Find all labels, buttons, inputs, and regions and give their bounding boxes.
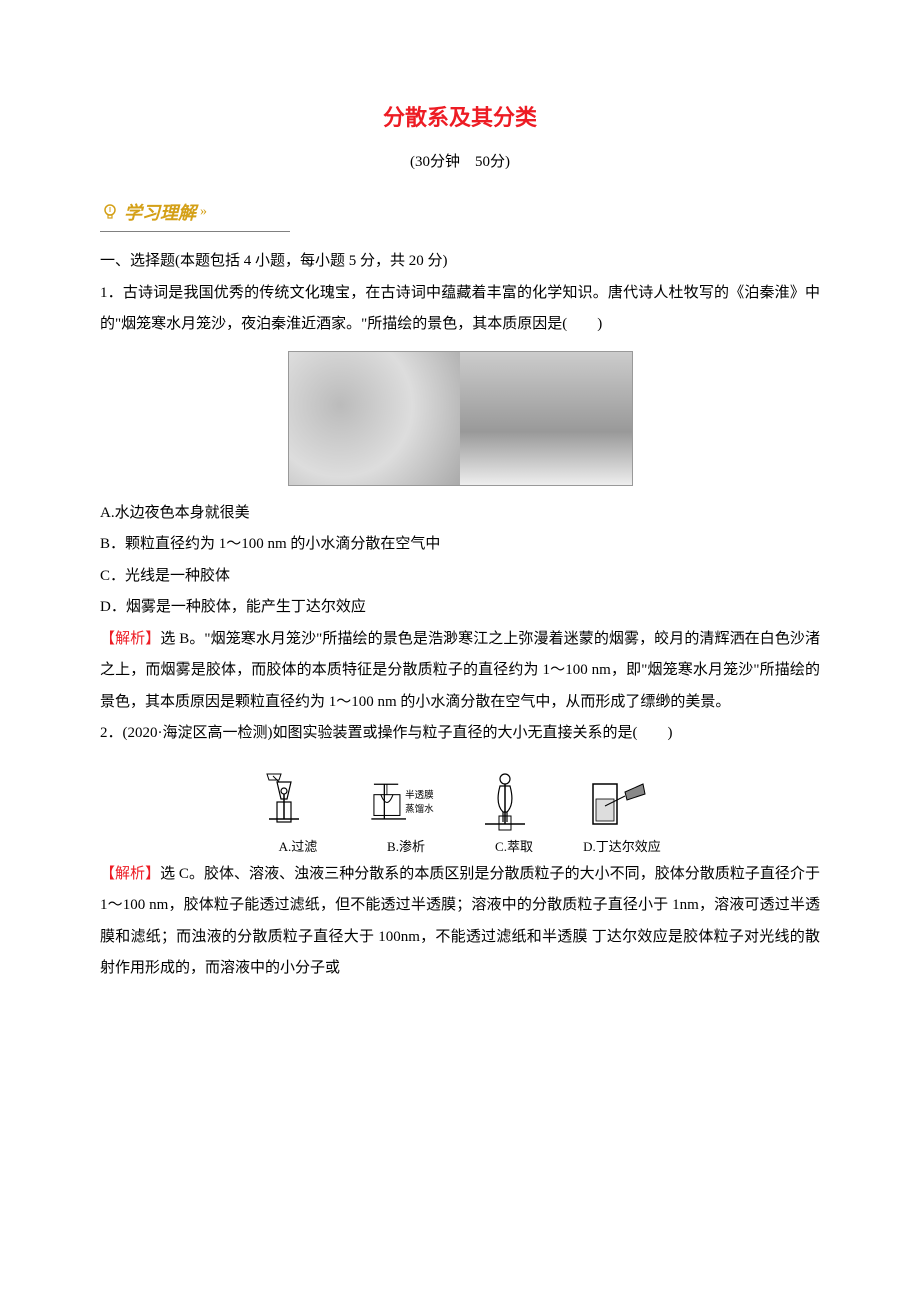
section-badge-arrows: »	[200, 204, 207, 220]
filter-icon	[259, 764, 337, 834]
q2-diagram-c-label: C.萃取	[495, 836, 533, 855]
q1-analysis: 【解析】选 B。"烟笼寒水月笼沙"所描绘的景色是浩渺寒江之上弥漫着迷蒙的烟雾，皎…	[100, 624, 820, 719]
q2-diagram-a: A.过滤	[253, 764, 343, 855]
q1-option-b: B．颗粒直径约为 1～100 nm 的小水滴分散在空气中	[100, 529, 820, 561]
q1-option-c: C．光线是一种胶体	[100, 561, 820, 593]
q2-diagram-d: D.丁达尔效应	[577, 764, 667, 855]
page-title: 分散系及其分类	[100, 100, 820, 132]
extraction-icon	[475, 764, 553, 834]
q2-diagram-row: A.过滤 半透膜 蒸馏水 B.渗析	[100, 764, 820, 855]
q1-illustration-left	[289, 352, 461, 485]
page-subtitle: (30分钟 50分)	[100, 150, 820, 171]
q2-analysis: 【解析】选 C。胶体、溶液、浊液三种分散系的本质区别是分散质粒子的大小不同，胶体…	[100, 859, 820, 985]
q1-stem: 1．古诗词是我国优秀的传统文化瑰宝，在古诗词中蕴藏着丰富的化学知识。唐代诗人杜牧…	[100, 278, 820, 341]
q1-option-a: A.水边夜色本身就很美	[100, 498, 820, 530]
section-intro: 一、选择题(本题包括 4 小题，每小题 5 分，共 20 分)	[100, 246, 820, 278]
note-water: 蒸馏水	[405, 803, 434, 815]
section-badge-text: 学习理解	[124, 199, 196, 225]
dialysis-icon: 半透膜 蒸馏水	[367, 764, 445, 834]
q2-diagram-d-label: D.丁达尔效应	[583, 836, 661, 855]
q1-analysis-text: 选 B。"烟笼寒水月笼沙"所描绘的景色是浩渺寒江之上弥漫着迷蒙的烟雾，皎月的清辉…	[100, 631, 820, 710]
section-underline	[100, 231, 290, 232]
q2-diagram-a-label: A.过滤	[279, 836, 318, 855]
q2-diagram-b: 半透膜 蒸馏水 B.渗析	[361, 764, 451, 855]
tyndall-icon	[583, 764, 661, 834]
analysis-label-2: 【解析】	[100, 866, 160, 882]
note-membrane: 半透膜	[405, 789, 434, 801]
section-badge: 学习理解 »	[100, 199, 820, 225]
q2-stem: 2．(2020·海淀区高一检测)如图实验装置或操作与粒子直径的大小无直接关系的是…	[100, 718, 820, 750]
q1-option-d: D．烟雾是一种胶体，能产生丁达尔效应	[100, 592, 820, 624]
lightbulb-icon	[100, 202, 120, 222]
q1-illustration-right	[460, 352, 632, 485]
analysis-label: 【解析】	[100, 631, 160, 647]
q2-analysis-text: 选 C。胶体、溶液、浊液三种分散系的本质区别是分散质粒子的大小不同，胶体分散质粒…	[100, 866, 820, 977]
q1-illustration	[288, 351, 633, 486]
q2-diagram-c: C.萃取	[469, 764, 559, 855]
q2-diagram-b-label: B.渗析	[387, 836, 425, 855]
